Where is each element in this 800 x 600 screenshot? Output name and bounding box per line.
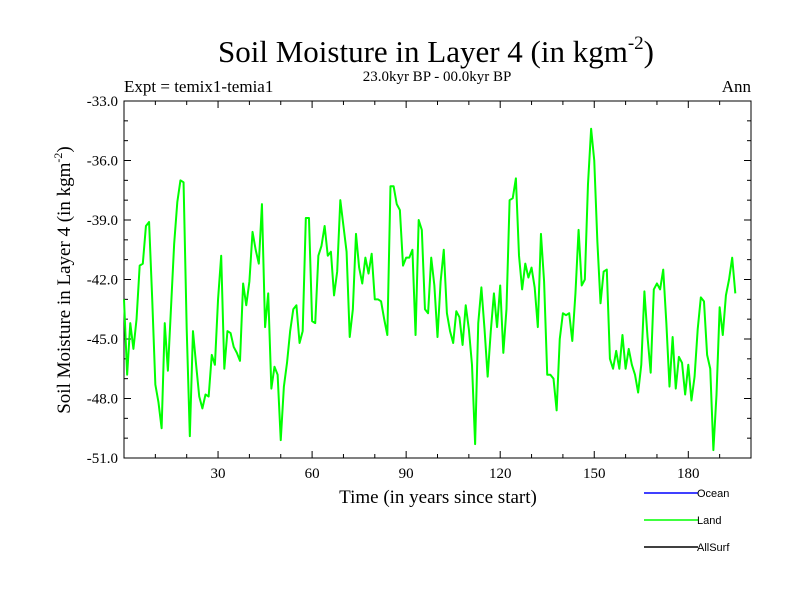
x-axis-label: Time (in years since start): [339, 487, 537, 508]
x-tick-label: 150: [583, 466, 606, 482]
x-tick-label: 30: [211, 466, 226, 482]
x-tick-label: 90: [399, 466, 414, 482]
chart-title: Soil Moisture in Layer 4 (in kgm-2): [218, 33, 654, 69]
y-tick-label: -45.0: [87, 332, 118, 348]
chart-title-close: ): [644, 34, 654, 69]
plot-frame: [123, 100, 752, 459]
x-tick-label: 180: [677, 466, 700, 482]
series-layer: [123, 127, 737, 452]
x-tick-label: 120: [489, 466, 512, 482]
x-tick-label: 60: [305, 466, 320, 482]
expt-label: Expt = temix1-temia1: [124, 77, 273, 96]
y-axis: -33.0 -36.0 -39.0 -42.0 -45.0 -48.0 -51.0: [87, 94, 751, 467]
season-label: Ann: [722, 77, 752, 96]
y-tick-label: -42.0: [87, 273, 118, 289]
chart-subtitle: 23.0kyr BP - 00.0kyr BP: [363, 69, 512, 85]
y-tick-label: -36.0: [87, 154, 118, 170]
chart-title-main: Soil Moisture in Layer 4 (in kgm: [218, 34, 628, 69]
y-tick-label: -39.0: [87, 213, 118, 229]
chart-title-superscript: -2: [628, 33, 644, 54]
y-axis-label-main: Soil Moisture in Layer 4 (in kgm: [54, 162, 75, 413]
legend-label-allsurf: AllSurf: [697, 542, 730, 554]
legend-label-ocean: Ocean: [697, 488, 729, 500]
y-tick-label: -48.0: [87, 392, 118, 408]
y-tick-label: -51.0: [87, 451, 118, 467]
legend: Ocean Land AllSurf: [644, 488, 730, 554]
series-line-land: [123, 127, 737, 452]
y-axis-label-superscript: -2: [51, 153, 65, 163]
y-axis-label: Soil Moisture in Layer 4 (in kgm-2): [51, 146, 75, 414]
x-axis: 30 60 90 120 150 180: [154, 101, 721, 482]
y-axis-label-close: ): [54, 146, 75, 152]
y-tick-label: -33.0: [87, 94, 118, 110]
legend-label-land: Land: [697, 515, 721, 527]
